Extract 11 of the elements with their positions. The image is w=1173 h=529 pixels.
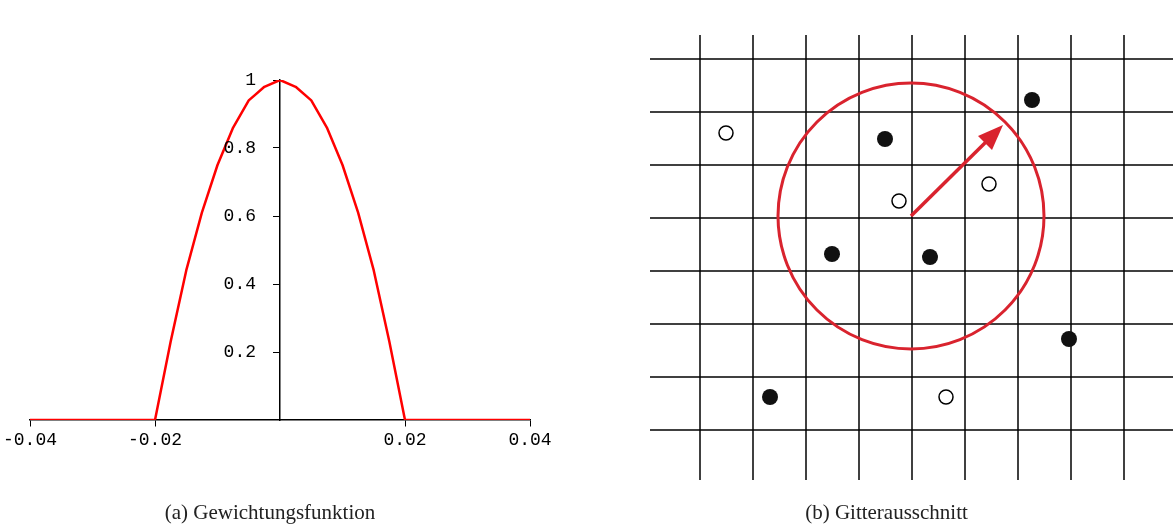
y-tick-label: 0.4 bbox=[223, 273, 256, 294]
text: (a) Gewichtungsfunktion bbox=[163, 500, 377, 525]
x-tick-label: 0.04 bbox=[508, 429, 552, 450]
y-tick-label: 0.8 bbox=[223, 137, 256, 158]
y-tick-label: 1 bbox=[245, 69, 256, 90]
x-tick-label: 0.02 bbox=[383, 429, 427, 450]
y-tick-label: 0.6 bbox=[223, 205, 256, 226]
text: (b) Gitterausschnitt bbox=[804, 500, 969, 525]
x-tick-label: -0.04 bbox=[3, 429, 58, 450]
x-tick-label: -0.02 bbox=[128, 429, 183, 450]
y-tick-label: 0.2 bbox=[223, 341, 256, 362]
